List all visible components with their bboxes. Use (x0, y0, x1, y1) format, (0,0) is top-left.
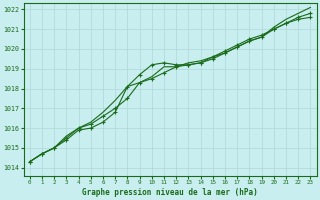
X-axis label: Graphe pression niveau de la mer (hPa): Graphe pression niveau de la mer (hPa) (82, 188, 258, 197)
